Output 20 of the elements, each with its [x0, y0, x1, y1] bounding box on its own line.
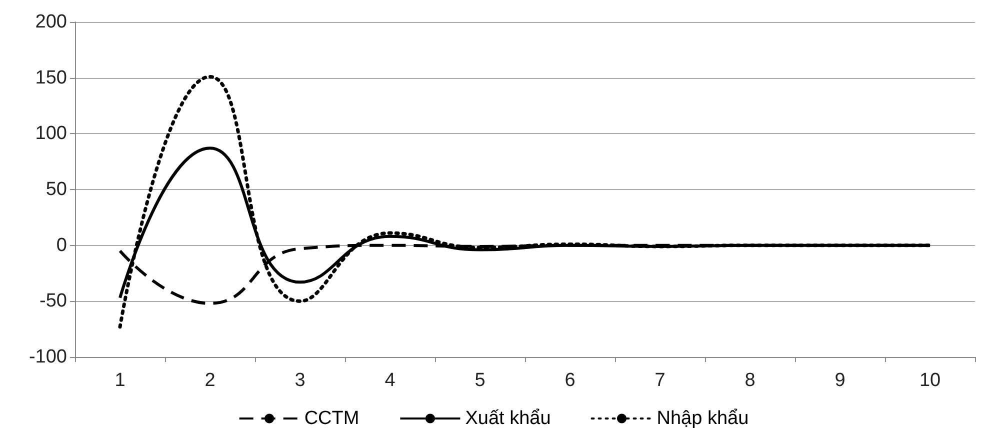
x-tick-label: 3 — [294, 370, 306, 391]
x-tick-label: 7 — [654, 370, 666, 391]
y-tick-label: 100 — [35, 123, 67, 144]
x-tick-label: 10 — [919, 370, 941, 391]
x-tick-label: 5 — [474, 370, 486, 391]
x-tick-label: 9 — [834, 370, 846, 391]
x-tick-label: 6 — [564, 370, 576, 391]
y-tick-label: -50 — [40, 290, 67, 312]
x-tick-label: 8 — [744, 370, 756, 391]
legend-label: CCTM — [304, 408, 360, 429]
y-tick-label: 200 — [35, 12, 67, 32]
legend-label: Nhập khẩu — [656, 408, 749, 429]
y-tick-label: 0 — [56, 234, 67, 256]
y-tick-label: -100 — [28, 346, 67, 368]
x-tick-label: 1 — [114, 370, 126, 391]
y-tick-label: 50 — [46, 179, 67, 200]
legend-label: Xuất khẩu — [465, 408, 551, 429]
y-tick-label: 150 — [35, 67, 67, 88]
x-tick-label: 4 — [384, 370, 396, 391]
x-tick-label: 2 — [204, 370, 216, 391]
